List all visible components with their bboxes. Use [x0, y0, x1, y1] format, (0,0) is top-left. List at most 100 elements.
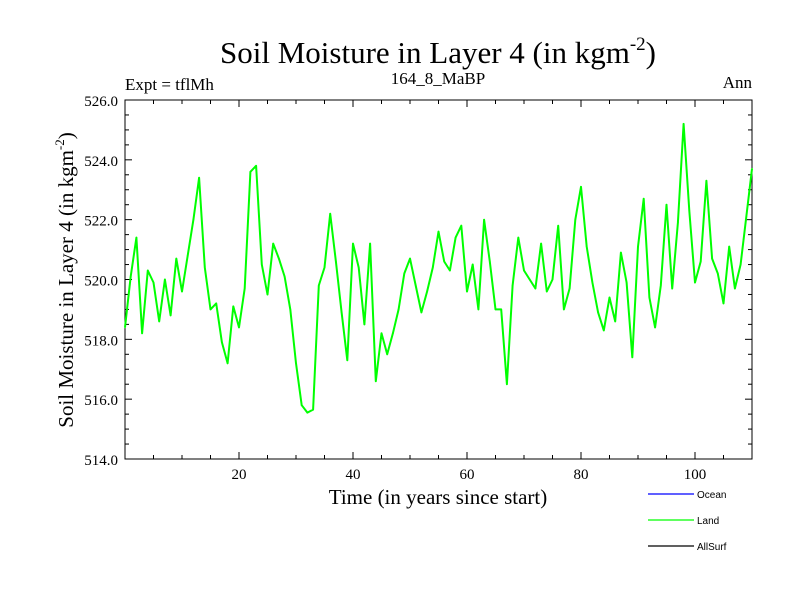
y-tick-label: 518.0 [84, 333, 118, 349]
data-point [272, 242, 275, 245]
y-tick-label: 516.0 [84, 393, 118, 409]
data-point [283, 275, 286, 278]
chart-title-suffix: ) [646, 35, 656, 70]
data-point [403, 272, 406, 275]
data-point [186, 254, 189, 257]
data-point [551, 278, 554, 281]
data-point [369, 242, 371, 245]
data-point [500, 308, 503, 311]
legend-label-land: Land [697, 516, 719, 527]
x-tick-label: 80 [574, 467, 589, 483]
data-point [494, 308, 497, 311]
data-point [751, 168, 753, 170]
data-point [141, 332, 143, 335]
data-point [192, 218, 195, 221]
plot-frame [124, 99, 753, 460]
data-point [642, 197, 645, 200]
chart-title-main: Soil Moisture in Layer 4 (in kgm [220, 35, 630, 70]
data-point [232, 305, 235, 308]
data-point [238, 326, 240, 329]
data-point [397, 308, 400, 311]
subtitle-center: 164_8_MaBP [391, 69, 485, 88]
data-point [323, 266, 326, 269]
data-point [728, 245, 730, 248]
data-point [722, 302, 725, 305]
data-point [717, 272, 719, 275]
data-point [340, 311, 343, 314]
data-point [620, 251, 622, 254]
legend-label-ocean: Ocean [697, 490, 726, 501]
data-point [432, 266, 434, 269]
data-point [682, 123, 685, 125]
data-point [255, 165, 257, 167]
data-point [540, 242, 542, 245]
data-point [300, 404, 303, 407]
data-point [198, 177, 200, 179]
y-tick-label: 514.0 [84, 453, 118, 469]
data-point [392, 332, 394, 335]
data-point [135, 236, 138, 239]
chart-title-superscript: -2 [630, 34, 646, 55]
data-point [523, 269, 525, 272]
chart-title: Soil Moisture in Layer 4 (in kgm-2) [220, 34, 656, 70]
y-axis: 514.0 516.0 518.0 520.0 522.0 524.0 526.0 [84, 94, 752, 469]
y-tick-label: 524.0 [84, 154, 118, 170]
data-point [597, 311, 599, 314]
x-axis: 20 40 60 80 100 [153, 100, 724, 483]
data-point [437, 230, 440, 233]
data-point [164, 278, 166, 281]
data-point [517, 236, 520, 239]
x-tick-label: 100 [684, 467, 707, 483]
data-point [352, 242, 354, 245]
data-point [312, 408, 314, 411]
data-point [591, 281, 594, 284]
data-point [249, 171, 252, 173]
y-axis-label-main: Soil Moisture in Layer 4 (in kgm [54, 150, 78, 428]
data-point [380, 332, 383, 335]
data-point [289, 308, 292, 311]
data-point [546, 290, 548, 293]
x-axis-label: Time (in years since start) [329, 485, 548, 509]
data-point [739, 263, 742, 266]
data-point [215, 302, 217, 305]
data-point [580, 186, 582, 188]
data-point [124, 326, 126, 329]
data-point [454, 236, 457, 239]
data-point [711, 257, 713, 260]
data-point [585, 245, 588, 248]
data-point [409, 257, 411, 260]
data-point [734, 287, 736, 290]
data-point [175, 257, 178, 260]
x-tick-label: 20 [232, 467, 247, 483]
subtitle-left: Expt = tflMh [125, 75, 214, 94]
data-point [335, 260, 337, 263]
data-point [688, 209, 691, 212]
data-point [660, 284, 662, 287]
data-point [426, 290, 428, 293]
legend-label-allsurf: AllSurf [697, 542, 727, 553]
data-point [357, 266, 360, 269]
data-point [295, 362, 297, 365]
data-point [694, 281, 696, 284]
data-point [221, 341, 223, 344]
data-point [631, 356, 634, 359]
subtitle-right: Ann [723, 73, 753, 92]
y-axis-label: Soil Moisture in Layer 4 (in kgm-2) [52, 132, 78, 427]
data-point [563, 308, 565, 311]
data-point [528, 278, 531, 281]
data-point [557, 224, 559, 227]
data-point [375, 380, 377, 383]
data-point [671, 287, 673, 290]
data-point [318, 284, 320, 287]
data-point [648, 296, 651, 299]
data-point [129, 275, 132, 278]
y-axis-label-superscript: -2 [52, 139, 67, 150]
data-point [243, 287, 246, 290]
data-point [158, 320, 160, 323]
data-point [278, 257, 280, 260]
y-tick-label: 526.0 [84, 94, 118, 110]
data-point [511, 284, 514, 287]
data-point [306, 411, 309, 414]
data-point [677, 221, 679, 224]
